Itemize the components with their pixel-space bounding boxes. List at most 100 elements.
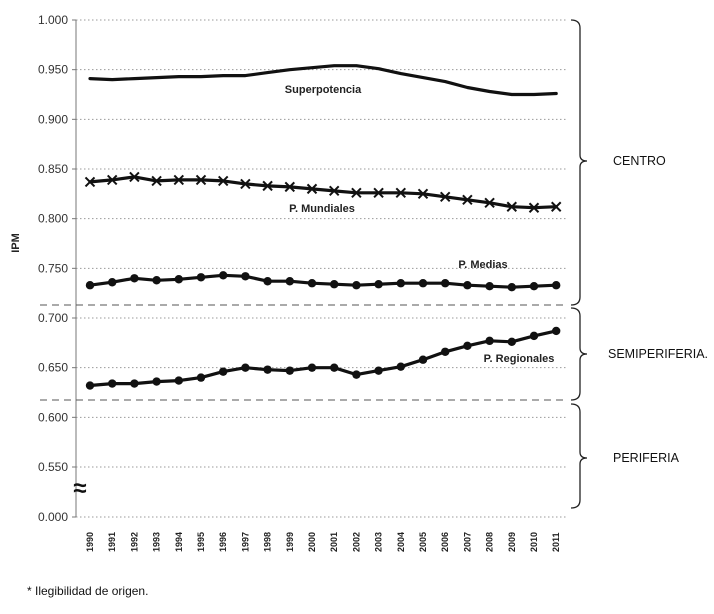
data-point [417, 188, 429, 200]
data-point [352, 281, 361, 290]
y-tick-label: 0.650 [38, 361, 68, 375]
marker-stroke [151, 175, 162, 187]
data-point [507, 337, 516, 347]
data-point [284, 181, 296, 193]
data-point [506, 201, 518, 212]
y-tick-label: 0.850 [38, 162, 68, 176]
data-point [129, 171, 140, 183]
y-tick-label: 0.600 [38, 410, 68, 424]
data-point [439, 191, 451, 203]
marker-stroke [550, 201, 562, 212]
x-tick-label: 2000 [307, 532, 317, 552]
data-point [462, 194, 473, 206]
data-point [550, 201, 562, 212]
data-point [396, 279, 405, 288]
series-label: Superpotencia [285, 84, 362, 96]
data-point [352, 370, 361, 379]
marker-stroke [284, 181, 296, 193]
data-point [328, 185, 340, 197]
data-point [463, 281, 472, 290]
series-labels: Superpotencia P. Mundiales P. Medias P. Reg… [285, 84, 555, 365]
gridlines [76, 19, 567, 518]
data-point [374, 366, 383, 375]
zone-brace [570, 403, 588, 509]
data-point [441, 347, 450, 356]
marker-stroke [217, 175, 229, 187]
data-point [196, 273, 206, 282]
data-point [219, 367, 228, 376]
marker-stroke [484, 197, 495, 208]
x-tick-label: 2004 [396, 532, 406, 552]
x-tick-label: 2003 [374, 532, 384, 552]
y-tick-label: 0.550 [38, 460, 68, 474]
data-point [174, 275, 183, 284]
data-point [240, 178, 251, 190]
data-point [262, 180, 273, 192]
x-tick-label: 2006 [440, 532, 450, 552]
marker-stroke [240, 178, 251, 190]
x-tick-label: 2005 [418, 532, 428, 552]
series-markers [84, 171, 562, 390]
data-point [330, 363, 339, 372]
zone-brace [570, 307, 588, 401]
data-point [152, 377, 161, 386]
data-point [106, 174, 118, 186]
data-point [196, 373, 206, 382]
data-point [395, 187, 407, 199]
data-point [263, 277, 272, 286]
x-tick-label: 2010 [529, 532, 539, 552]
series-label: P. Medias [458, 259, 507, 271]
data-point [418, 279, 428, 288]
marker-stroke [395, 187, 407, 199]
marker-stroke [417, 188, 429, 200]
data-point [173, 174, 185, 186]
data-point [108, 278, 117, 287]
x-tick-label: 2007 [462, 532, 472, 552]
x-tick-label: 1999 [285, 532, 295, 552]
data-point [217, 175, 229, 187]
x-tick-label: 1990 [85, 532, 95, 552]
data-point [263, 365, 272, 374]
marker-stroke [106, 174, 118, 186]
zone-label: SEMIPERIFERIA. [608, 347, 708, 361]
marker-stroke [173, 174, 185, 186]
data-point [174, 376, 183, 385]
y-tick-label: 0.700 [38, 311, 68, 325]
y-tick-label: 1.000 [38, 13, 68, 27]
x-tick-label: 2008 [485, 532, 495, 552]
data-point [306, 183, 318, 195]
y-tick-labels: 1.000 0.950 0.900 0.850 0.800 0.750 0.700 0.650… [38, 13, 68, 524]
data-point [552, 326, 561, 336]
zone-label: CENTRO [613, 154, 666, 168]
data-point [130, 274, 139, 283]
x-tick-label: 1995 [196, 532, 206, 552]
data-point [552, 281, 561, 290]
data-point [529, 331, 539, 341]
x-tick-label: 1992 [129, 532, 139, 552]
y-tick-label: 0.750 [38, 261, 68, 275]
series-label: P. Regionales [484, 353, 555, 365]
x-tick-label: 2009 [507, 532, 517, 552]
series-lines [88, 64, 558, 388]
zone-brace [570, 19, 588, 306]
series-line-0 [88, 64, 558, 97]
series-line-2 [88, 273, 558, 289]
data-point [130, 379, 139, 388]
y-tick-label: 0.800 [38, 212, 68, 226]
marker-stroke [373, 187, 384, 199]
series-label: P. Mundiales [289, 203, 355, 215]
marker-stroke [262, 180, 273, 192]
data-point [485, 282, 494, 291]
x-tick-label: 1997 [240, 532, 250, 552]
series-line-1 [88, 175, 558, 210]
y-tick-label: 0.900 [38, 112, 68, 126]
data-point [330, 280, 339, 289]
data-point [108, 379, 117, 388]
data-point [85, 281, 95, 290]
marker-stroke [129, 171, 140, 183]
zone-brackets: CENTRO SEMIPERIFERIA. PERIFERIA [40, 19, 708, 509]
y-tick-label: 0.000 [38, 510, 68, 524]
data-point [485, 336, 494, 346]
data-point [307, 363, 317, 372]
